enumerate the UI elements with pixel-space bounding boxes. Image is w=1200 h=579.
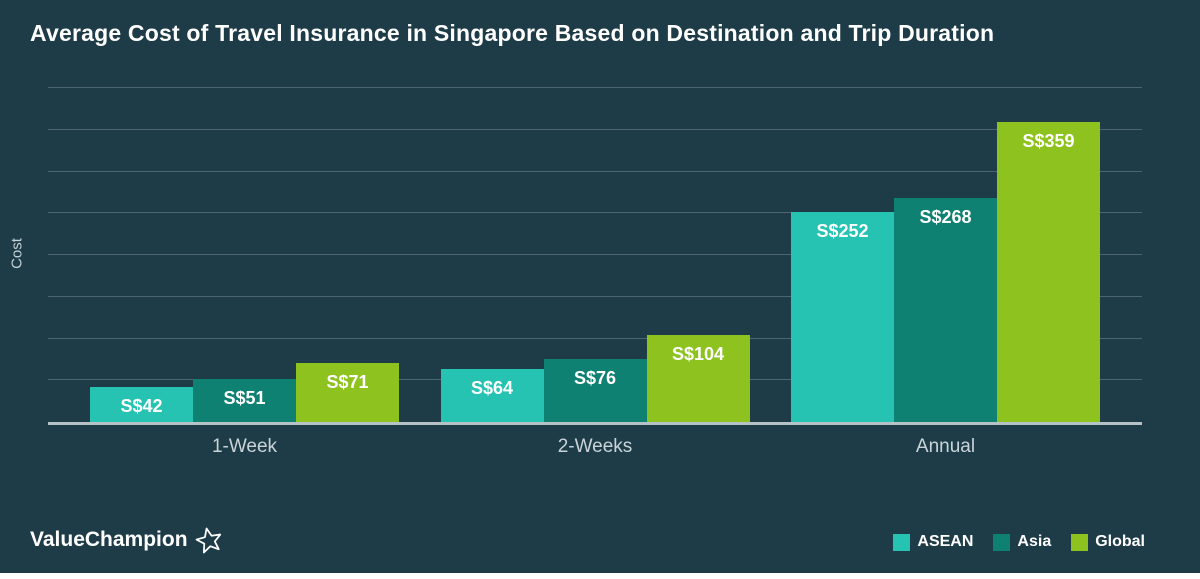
bar-value-label: S$42 xyxy=(120,395,163,416)
bar-asia-1-week: S$51 xyxy=(193,379,296,422)
gridline xyxy=(48,212,1142,214)
bar-value-label: S$252 xyxy=(816,220,869,241)
bar-asean-annual: S$252 xyxy=(791,211,894,422)
bar-value-label: S$104 xyxy=(671,344,725,365)
legend-label-asia: Asia xyxy=(1017,533,1052,550)
category-label-annual: Annual xyxy=(915,436,976,457)
bar-group-2-weeks: S$64 S$76 S$104 2-Weeks xyxy=(440,88,750,457)
plot-area: S$42 S$51 S$71 1-Week S$64 S$76 S$104 2-Weeks S$… xyxy=(48,87,1142,457)
bar-global-1-week: S$71 xyxy=(296,362,399,422)
bar-asia-2-weeks: S$76 xyxy=(543,358,647,422)
y-axis-label: Cost xyxy=(8,238,26,269)
bar-asean-2-weeks: S$64 xyxy=(440,368,544,422)
legend-swatch-asia xyxy=(993,533,1011,551)
legend-item-asia: Asia xyxy=(993,533,1051,551)
category-label-2-weeks: 2-Weeks xyxy=(557,436,633,457)
legend-item-asean: ASEAN xyxy=(893,533,973,551)
gridline xyxy=(48,337,1142,339)
bar-global-2-weeks: S$104 xyxy=(646,335,750,422)
brand-logo: ValueChampion xyxy=(30,525,224,555)
bar-group-1-week: S$42 S$51 S$71 1-Week xyxy=(90,88,399,457)
bar-value-label: S$268 xyxy=(919,207,972,228)
gridline xyxy=(48,254,1142,255)
bar-groups: S$42 S$51 S$71 1-Week S$64 S$76 S$104 2-Weeks S$… xyxy=(48,88,1142,457)
bar-group-annual: S$252 S$268 S$359 Annual xyxy=(791,88,1100,457)
legend-swatch-global xyxy=(1071,533,1089,551)
gridline xyxy=(48,170,1142,172)
bar-asia-annual: S$268 xyxy=(894,198,997,422)
bar-asean-1-week: S$42 xyxy=(90,386,193,422)
bar-value-label: S$359 xyxy=(1022,131,1075,152)
legend-swatch-asean xyxy=(893,533,911,551)
star-icon xyxy=(194,525,224,555)
gridline xyxy=(48,87,1142,88)
bar-value-label: S$71 xyxy=(326,371,369,392)
bottom-margin xyxy=(0,573,1200,579)
legend-label-asean: ASEAN xyxy=(917,533,974,550)
bar-value-label: S$64 xyxy=(470,377,514,398)
brand-name: ValueChampion xyxy=(30,528,188,551)
legend-label-global: Global xyxy=(1095,533,1145,550)
legend: ASEAN Asia Global xyxy=(893,533,1145,551)
bar-value-label: S$76 xyxy=(573,367,617,388)
category-label-1-week: 1-Week xyxy=(211,436,278,457)
bar-global-annual: S$359 xyxy=(997,122,1100,422)
chart-title: Average Cost of Travel Insurance in Sing… xyxy=(30,20,995,46)
bar-value-label: S$51 xyxy=(223,388,266,409)
gridline xyxy=(48,128,1142,130)
legend-item-global: Global xyxy=(1071,533,1145,551)
gridline xyxy=(48,295,1142,297)
